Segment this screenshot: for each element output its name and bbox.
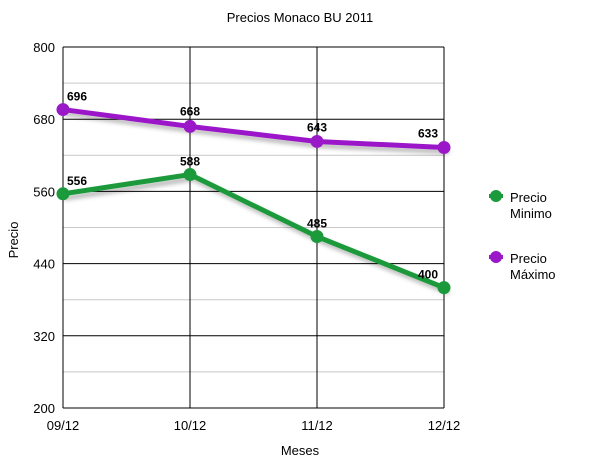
series-group [56, 103, 451, 295]
legend: Precio Minimo Precio Máximo [489, 190, 556, 282]
grid [62, 46, 445, 409]
data-label: 643 [307, 120, 327, 134]
legend-item-maximo: Precio Máximo [489, 251, 556, 282]
data-label: 556 [67, 174, 87, 188]
y-tick-label: 800 [33, 40, 55, 55]
legend-swatch-marker [490, 190, 502, 202]
data-point [310, 134, 324, 148]
data-point [183, 168, 197, 182]
y-tick-label: 320 [33, 329, 55, 344]
y-tick-label: 680 [33, 112, 55, 127]
data-point [437, 140, 451, 154]
legend-swatch-marker [490, 251, 502, 263]
legend-item-minimo: Precio Minimo [489, 190, 552, 221]
y-tick-labels: 200 320 440 560 680 800 [33, 40, 55, 416]
series-line [60, 107, 447, 150]
x-tick-label: 09/12 [47, 418, 80, 433]
y-tick-label: 200 [33, 401, 55, 416]
legend-label-line2: Máximo [510, 267, 556, 282]
data-point [56, 187, 70, 201]
data-point [310, 230, 324, 244]
data-point [183, 119, 197, 133]
x-tick-label: 12/12 [428, 418, 461, 433]
data-label: 400 [418, 268, 438, 282]
data-label: 485 [307, 217, 327, 231]
x-tick-labels: 09/12 10/12 11/12 12/12 [47, 418, 461, 433]
legend-label-line2: Minimo [510, 206, 552, 221]
data-point [437, 281, 451, 295]
data-label: 588 [180, 155, 200, 169]
data-label: 633 [418, 126, 438, 140]
data-label: 668 [180, 104, 200, 118]
y-tick-label: 440 [33, 257, 55, 272]
data-label: 696 [67, 90, 87, 104]
y-axis-label: Precio [6, 222, 21, 259]
x-tick-label: 11/12 [301, 418, 333, 433]
data-labels: 556 588 485 400 696 668 643 633 [67, 90, 438, 282]
legend-label-line1: Precio [510, 190, 547, 205]
chart-title: Precios Monaco BU 2011 [227, 10, 373, 25]
data-point [56, 103, 70, 117]
x-tick-label: 10/12 [174, 418, 207, 433]
series-line [60, 172, 447, 291]
y-tick-label: 560 [33, 184, 55, 199]
legend-label-line1: Precio [510, 251, 547, 266]
x-axis-label: Meses [281, 443, 320, 458]
